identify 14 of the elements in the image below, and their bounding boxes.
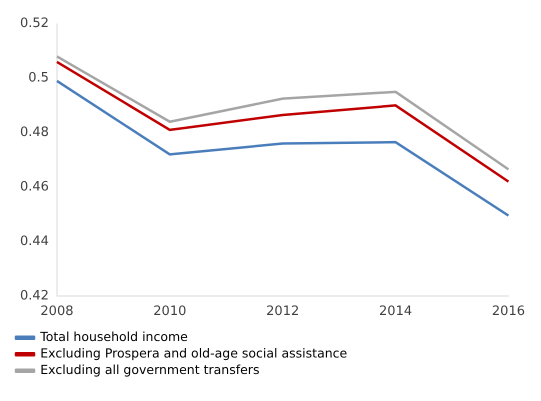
legend-label: Total household income [39, 329, 188, 344]
x-tick-label: 2014 [379, 304, 412, 320]
x-tick-label: 2016 [492, 304, 526, 320]
y-tick-label: 0.52 [20, 16, 49, 32]
y-tick-label: 0.46 [20, 179, 49, 194]
x-tick-label: 2008 [40, 304, 74, 320]
y-tick-label: 0.48 [20, 125, 49, 140]
x-tick-label: 2010 [153, 304, 186, 320]
legend-label: Excluding Prospera and old-age social assistance [40, 346, 348, 360]
y-tick-label: 0.44 [20, 234, 49, 249]
legend-label: Excluding all government transfers [40, 362, 260, 377]
x-tick-label: 2012 [266, 304, 300, 320]
y-tick-label: 0.42 [20, 288, 49, 304]
y-tick-label: 0.5 [28, 70, 49, 86]
